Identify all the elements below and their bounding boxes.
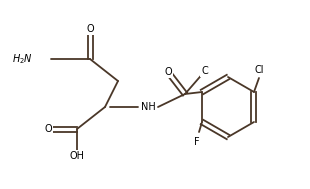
- Text: Cl: Cl: [254, 65, 264, 75]
- Text: F: F: [194, 137, 200, 147]
- Text: C: C: [202, 66, 208, 76]
- Text: O: O: [86, 24, 94, 34]
- Text: $H_2N$: $H_2N$: [12, 52, 33, 66]
- Text: O: O: [164, 67, 172, 77]
- Text: O: O: [44, 124, 52, 134]
- Text: OH: OH: [69, 151, 85, 161]
- Text: NH: NH: [141, 102, 155, 112]
